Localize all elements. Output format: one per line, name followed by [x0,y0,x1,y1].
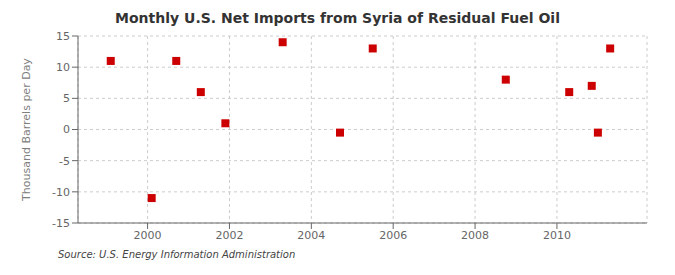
svg-text:-15: -15 [52,217,70,230]
svg-text:0: 0 [63,123,70,136]
svg-text:-5: -5 [59,155,70,168]
svg-text:10: 10 [56,61,70,74]
html-text:Source: U.S. Energy Informatio: Source: U.S. Energy Information Administ… [58,249,296,260]
svg-text:2006: 2006 [379,229,407,242]
svg-text:2004: 2004 [297,229,325,242]
svg-text:5: 5 [63,92,70,105]
svg-text:2010: 2010 [543,229,571,242]
svg-text:2002: 2002 [215,229,243,242]
svg-text:-10: -10 [52,186,70,199]
html-text:Monthly U.S. Net Imports from: Monthly U.S. Net Imports from Syria of R… [115,10,560,26]
svg-text:Thousand Barrels per Day: Thousand Barrels per Day [20,58,33,202]
svg-text:2008: 2008 [461,229,489,242]
svg-text:2000: 2000 [134,229,162,242]
svg-text:15: 15 [56,30,70,43]
